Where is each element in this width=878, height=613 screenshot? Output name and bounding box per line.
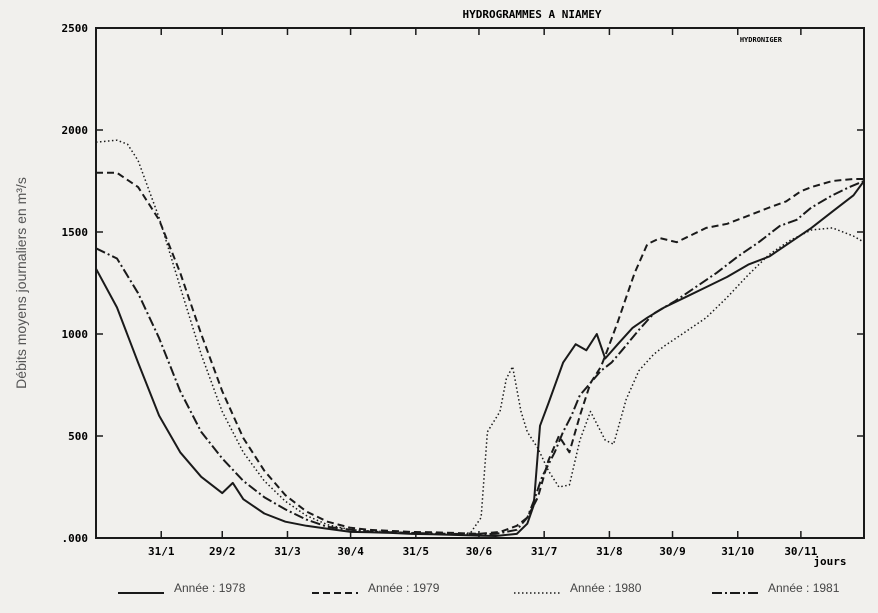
y-tick-label: 500 [68, 430, 88, 443]
x-tick-label: 30/11 [784, 545, 817, 558]
series-line-1981 [95, 180, 865, 536]
x-tick-label: 31/8 [596, 545, 623, 558]
y-tick-label: 2000 [62, 124, 89, 137]
legend-label: Année : 1979 [368, 581, 440, 595]
x-tick-label: 29/2 [209, 545, 236, 558]
series-lines [95, 139, 865, 537]
legend-label: Année : 1981 [768, 581, 840, 595]
x-tick-label: 31/5 [403, 545, 430, 558]
watermark-label: HYDRONIGER [740, 36, 783, 44]
series-line-1978 [95, 180, 865, 537]
x-tick-label: 31/10 [721, 545, 754, 558]
series-line-1980 [95, 139, 865, 535]
y-tick-label: 2500 [62, 22, 89, 35]
x-unit-label: jours [813, 555, 846, 568]
x-tick-label: 30/6 [466, 545, 493, 558]
y-axis: 2500 2000 1500 1000 500 .000 [62, 22, 864, 545]
y-tick-label: 1500 [62, 226, 89, 239]
legend-label: Année : 1980 [570, 581, 642, 595]
x-tick-label: 30/9 [659, 545, 686, 558]
x-axis: 31/1 29/2 31/3 30/4 31/5 30/6 31/7 31/8 30/9 31/1… [148, 28, 818, 558]
x-tick-label: 31/7 [531, 545, 558, 558]
x-tick-label: 31/1 [148, 545, 175, 558]
y-axis-label: Débits moyens journaliers en m³/s [13, 177, 29, 389]
chart-title: HYDROGRAMMES A NIAMEY [462, 8, 601, 21]
legend-label: Année : 1978 [174, 581, 246, 595]
series-line-1979 [96, 171, 864, 535]
legend: Année : 1978 Année : 1979 Année : 1980 Anné… [118, 581, 840, 595]
plot-frame [95, 27, 865, 539]
x-tick-label: 31/3 [274, 545, 301, 558]
y-tick-label: .000 [62, 532, 89, 545]
y-tick-label: 1000 [62, 328, 89, 341]
x-tick-label: 30/4 [337, 545, 364, 558]
